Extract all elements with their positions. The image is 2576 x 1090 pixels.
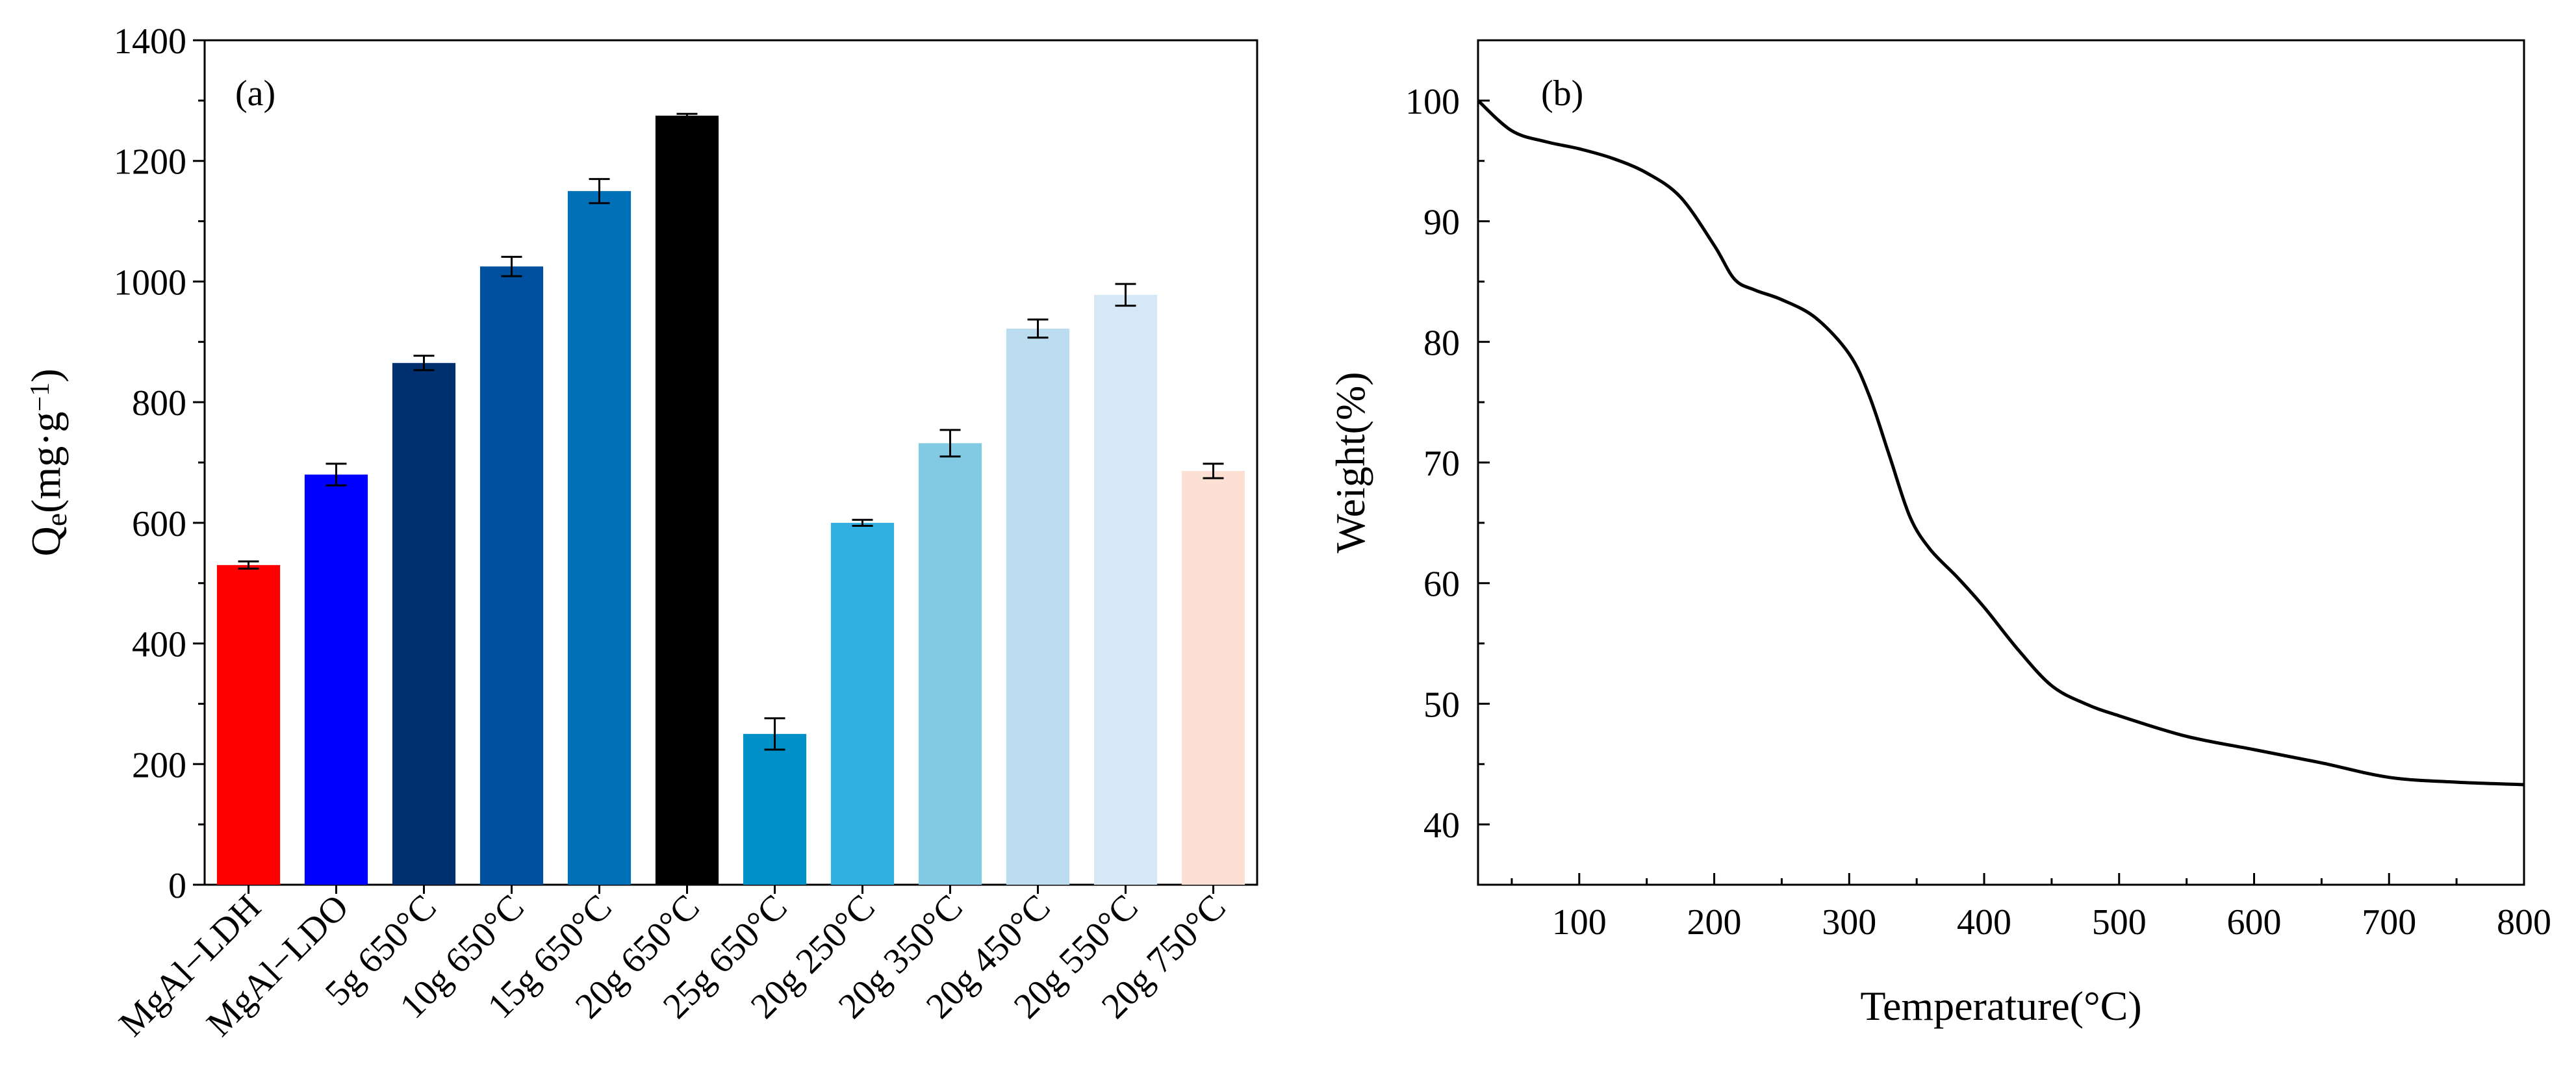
line-chart-panel: 100 200 300 400 500 600 700 800 40 50 60 70 80 90 100 (… — [1327, 39, 2551, 1029]
x-tick-label: 200 — [1687, 902, 1742, 943]
bar-chart-panel: 0200400600800100012001400MgAl−LDHMgAl−LD… — [23, 21, 1258, 1045]
bar — [567, 191, 631, 885]
y-tick-label: 0 — [168, 866, 186, 906]
y-tick-label: 600 — [132, 504, 186, 544]
bar — [918, 443, 982, 885]
y-tick-label: 1400 — [114, 21, 186, 62]
y-axis-title-ylabel-sup: −1 — [25, 383, 55, 412]
y-tick-label: 1200 — [114, 142, 186, 183]
bar — [743, 733, 807, 885]
bar — [216, 564, 281, 885]
x-tick-label: 100 — [1552, 902, 1607, 943]
bar — [392, 362, 456, 885]
y-tick-label: 70 — [1423, 444, 1460, 484]
bar — [1093, 294, 1158, 885]
x-tick-label: 800 — [2497, 902, 2551, 943]
y-axis-title: Weight(%) — [1327, 372, 1373, 553]
y-tick-label: 80 — [1423, 323, 1460, 363]
y-tick-label: 1000 — [114, 262, 186, 303]
x-tick-label: 700 — [2362, 902, 2416, 943]
bar — [304, 474, 368, 885]
bar — [1006, 328, 1070, 885]
y-axis-title-ylabel-close: ) — [23, 368, 69, 382]
x-tick-label: 600 — [2227, 902, 2282, 943]
y-tick-label: 60 — [1423, 564, 1460, 605]
y-tick-label: 100 — [1405, 82, 1460, 122]
bar — [1181, 471, 1245, 885]
y-axis-title: Qe(mg·g−1) — [23, 368, 73, 556]
y-axis-title-ylabel-sub: e — [40, 513, 73, 526]
y-axis-title-ylabel-unit: (mg·g — [23, 411, 69, 513]
y-tick-label: 400 — [132, 625, 186, 665]
y-tick-label: 200 — [132, 745, 186, 785]
panel-label: (b) — [1541, 73, 1583, 114]
tga-curve — [1477, 99, 2525, 787]
bar — [655, 116, 719, 885]
y-axis-title-ylabel: Q — [23, 526, 69, 556]
x-tick-label: 500 — [2092, 902, 2147, 943]
x-tick-label: 300 — [1822, 902, 1876, 943]
y-tick-label: 40 — [1423, 805, 1460, 846]
x-axis-title: Temperature(°C) — [1860, 983, 2141, 1029]
x-tick-label: 400 — [1957, 902, 2011, 943]
panel-label: (a) — [235, 73, 275, 114]
bar — [479, 266, 544, 885]
y-tick-label: 800 — [132, 383, 186, 424]
y-tick-label: 50 — [1423, 685, 1460, 725]
y-tick-label: 90 — [1423, 203, 1460, 243]
bar — [830, 522, 895, 885]
